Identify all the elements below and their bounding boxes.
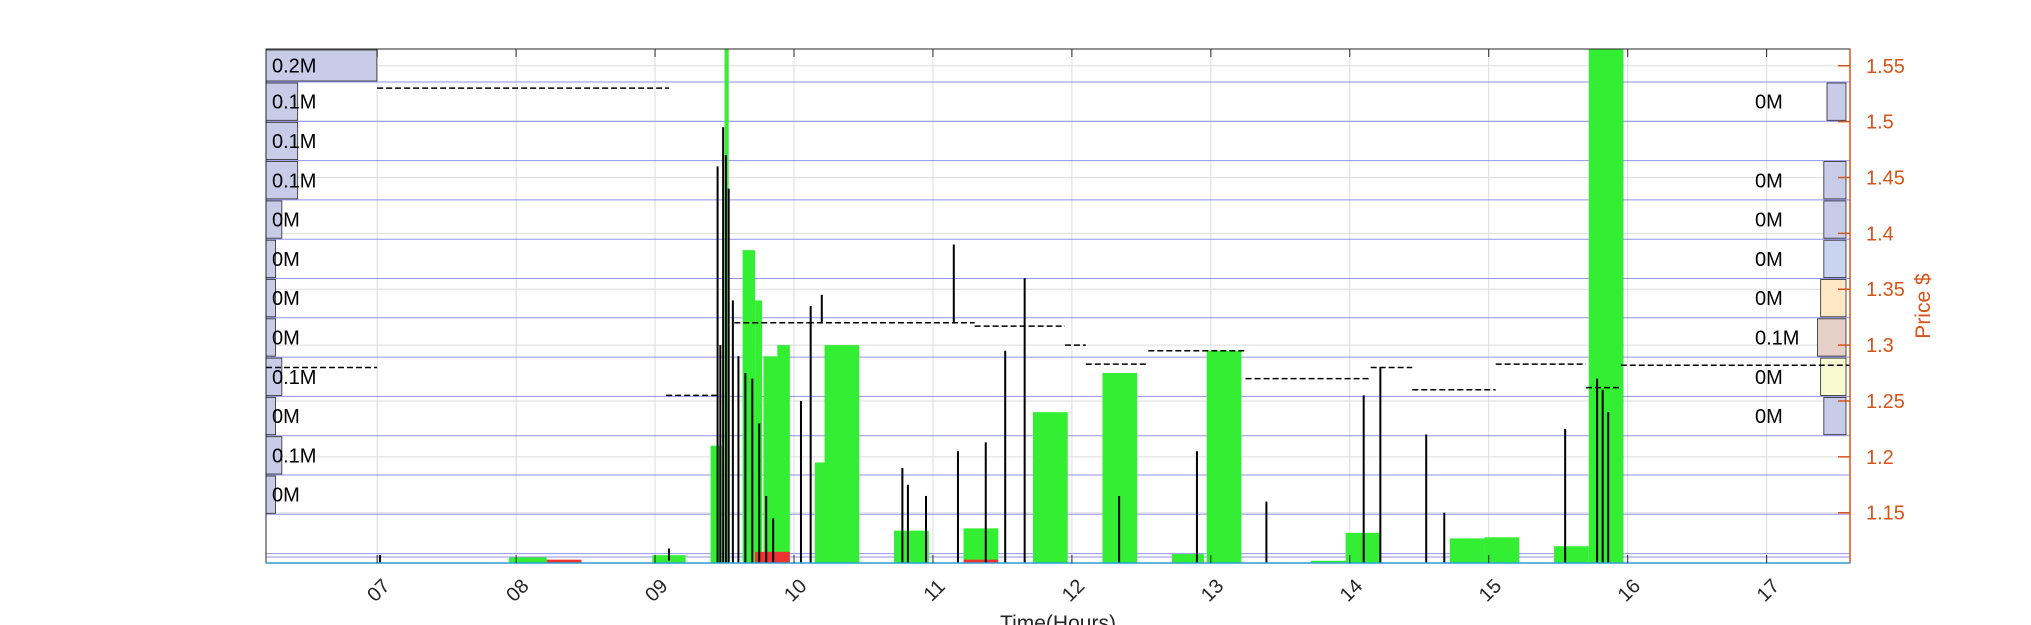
buy-volume-bar — [1171, 554, 1204, 563]
x-axis-title: Time(Hours) — [1000, 612, 1116, 625]
buy-volume-bar — [824, 345, 860, 563]
band-volume-right-label: 0M — [1755, 406, 1783, 428]
band-volume-left-label: 0M — [272, 288, 300, 310]
buy-volume-bar — [710, 445, 722, 563]
band-volume-left-label: 0M — [272, 327, 300, 349]
buy-volume-bar — [1484, 537, 1520, 563]
buy-volume-bar — [1554, 546, 1589, 563]
buy-volume-bar — [1032, 412, 1068, 563]
x-tick-label: 13 — [1197, 575, 1228, 606]
band-volume-right-label: 0M — [1755, 367, 1783, 389]
band-volume-right-label: 0M — [1755, 288, 1783, 310]
band-label-layer: 0.2M 0.1M 0M 0.1M 0.1M 0M 0M 0M 0M 0M 0M 0M 0M 0.1M 0.… — [272, 56, 1799, 507]
y-tick-label: 1.4 — [1866, 223, 1894, 245]
band-volume-right-label: 0M — [1755, 249, 1783, 271]
right-y-axis-title: Price $ — [1912, 273, 1935, 339]
volume-profile-right-block — [1823, 161, 1847, 200]
volume-profile-right-block — [1823, 396, 1847, 436]
band-volume-right-label: 0.1M — [1755, 327, 1799, 349]
x-tick-label: 09 — [641, 575, 672, 606]
buy-volume-bar — [1449, 538, 1485, 563]
band-volume-left-label: 0M — [272, 210, 300, 232]
right-y-axis: 1.15 1.2 1.25 1.3 1.35 1.4 1.45 1.5 1.55 — [1838, 56, 1905, 525]
y-tick-label: 1.5 — [1866, 112, 1894, 134]
x-tick-label: 12 — [1058, 575, 1089, 606]
band-volume-left-label: 0.1M — [272, 367, 316, 389]
sell-volume-bar — [546, 559, 582, 563]
buy-volume-bar — [1310, 560, 1346, 563]
band-volume-right-label: 0M — [1755, 210, 1783, 232]
band-volume-right-label: 0M — [1755, 92, 1783, 114]
volume-profile-right-block — [1826, 82, 1847, 121]
band-volume-left-label: 0.2M — [272, 56, 316, 78]
band-volume-left-label: 0.1M — [272, 131, 316, 153]
volume-profile-right-block — [1823, 239, 1847, 278]
volume-profile-left-block — [265, 49, 378, 82]
y-tick-label: 1.2 — [1866, 447, 1894, 469]
y-tick-label: 1.35 — [1866, 279, 1905, 301]
buy-volume-bar — [1206, 350, 1242, 563]
band-volume-left-label: 0M — [272, 249, 300, 271]
x-tick-label: 08 — [502, 575, 533, 606]
band-volume-left-label: 0.1M — [272, 170, 316, 192]
band-volume-left-label: 0.1M — [272, 445, 316, 467]
x-tick-label: 10 — [780, 575, 811, 606]
x-tick-label: 07 — [363, 575, 394, 606]
y-tick-label: 1.55 — [1866, 56, 1905, 78]
y-tick-label: 1.25 — [1866, 391, 1905, 413]
volume-profile-right-block — [1817, 318, 1847, 357]
band-volume-left-label: 0.1M — [272, 92, 316, 114]
band-volume-left-label: 0M — [272, 406, 300, 428]
x-tick-label: 11 — [920, 576, 950, 606]
buy-volume-bar — [777, 345, 790, 563]
y-tick-label: 1.15 — [1866, 503, 1905, 525]
volume-profile-right-block — [1823, 200, 1847, 239]
volume-profile-right-block — [1820, 279, 1847, 318]
band-volume-left-label: 0M — [272, 485, 300, 507]
x-tick-label: 16 — [1614, 575, 1645, 606]
buy-volume-bar — [509, 557, 547, 563]
x-tick-label: 17 — [1753, 575, 1784, 606]
buy-volume-bar — [894, 530, 929, 563]
x-tick-label: 14 — [1336, 575, 1367, 606]
buy-volume-bar — [1588, 49, 1624, 563]
sell-volume-bar — [963, 559, 999, 563]
volume-profile-left-block — [265, 121, 299, 161]
y-tick-label: 1.3 — [1866, 335, 1894, 357]
x-tick-label: 15 — [1475, 575, 1506, 606]
band-volume-right-label: 0M — [1755, 170, 1783, 192]
y-tick-label: 1.45 — [1866, 168, 1905, 190]
volume-profile-right-block — [1820, 357, 1847, 396]
price-line-layer — [266, 87, 1850, 563]
buy-volume-bar — [963, 528, 999, 563]
